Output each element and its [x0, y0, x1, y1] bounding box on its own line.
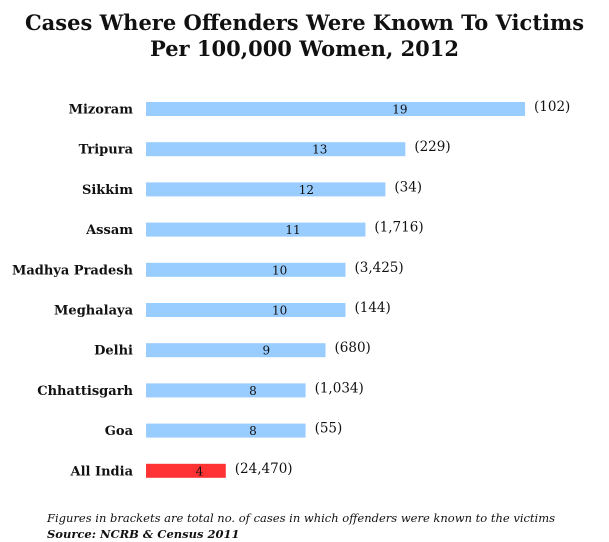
bar	[146, 102, 525, 116]
case-count-label: (1,716)	[374, 220, 423, 236]
chart-title: Cases Where Offenders Were Known To Vict…	[0, 10, 609, 62]
data-label: 11	[285, 223, 300, 237]
category-label: All India	[70, 464, 134, 479]
data-label: 10	[272, 304, 287, 318]
category-label: Delhi	[94, 344, 133, 359]
data-label: 12	[299, 183, 314, 197]
category-label: Sikkim	[82, 183, 133, 198]
category-label: Assam	[85, 223, 133, 238]
case-count-label: (3,425)	[354, 260, 403, 276]
data-label: 9	[262, 344, 270, 358]
data-label: 8	[249, 384, 257, 398]
bar	[146, 182, 386, 197]
data-label: 8	[249, 424, 257, 438]
bar	[146, 423, 306, 438]
bar-chart: Mizoram 19 (102) Tripura 13 (229) Sikkim 12 (34)…	[12, 99, 570, 479]
category-label: Tripura	[79, 143, 134, 158]
bar	[146, 142, 406, 157]
case-count-label: (229)	[414, 139, 450, 155]
case-count-label: (55)	[315, 421, 343, 437]
bar	[146, 222, 366, 237]
category-label: Mizoram	[69, 103, 134, 118]
category-label: Goa	[105, 424, 134, 439]
case-count-label: (680)	[335, 340, 371, 356]
data-label: 19	[392, 103, 407, 117]
chart-title-line-2: Per 100,000 Women, 2012	[149, 36, 460, 61]
source-text: Source: NCRB & Census 2011	[47, 527, 240, 541]
case-count-label: (1,034)	[315, 380, 364, 396]
case-count-label: (102)	[534, 99, 570, 115]
category-label: Meghalaya	[54, 304, 134, 319]
data-label: 13	[312, 143, 327, 157]
category-label: Madhya Pradesh	[12, 263, 134, 278]
case-count-label: (34)	[394, 179, 422, 195]
case-count-label: (24,470)	[235, 461, 293, 477]
chart-title-line-1: Cases Where Offenders Were Known To Vict…	[24, 10, 585, 35]
category-label: Chhattisgarh	[37, 384, 133, 399]
bar	[146, 343, 326, 358]
bar	[146, 262, 346, 277]
case-count-label: (144)	[354, 300, 390, 316]
data-label: 4	[196, 464, 204, 478]
bar	[146, 383, 306, 398]
bar	[146, 303, 346, 317]
data-label: 10	[272, 263, 287, 277]
bar	[146, 463, 226, 478]
chart-footnotes: Figures in brackets are total no. of cas…	[47, 510, 555, 542]
footnote-text: Figures in brackets are total no. of cas…	[47, 511, 556, 525]
